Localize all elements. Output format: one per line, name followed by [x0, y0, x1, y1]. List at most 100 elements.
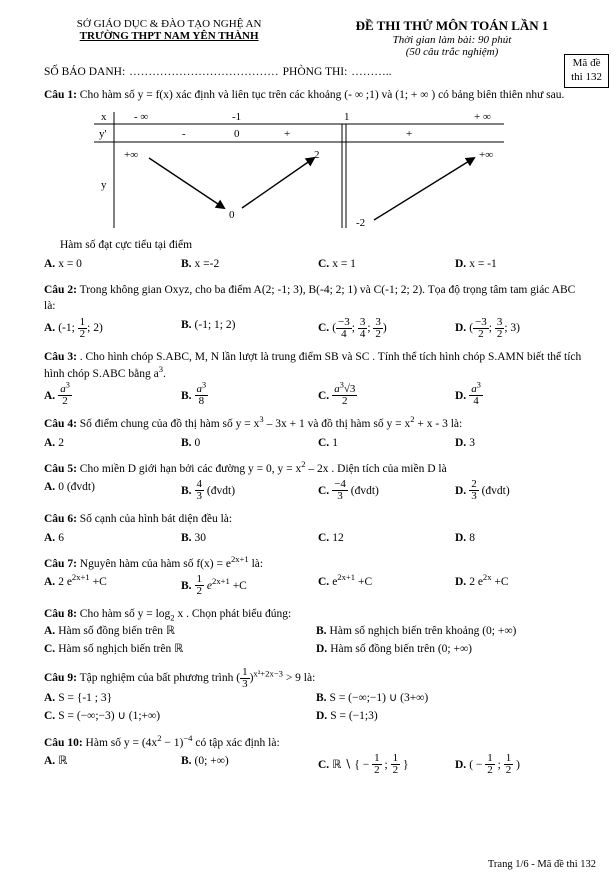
exam-page: SỞ GIÁO DỤC & ĐÀO TẠO NGHỆ AN TRƯỜNG THP… [0, 0, 616, 876]
svg-text:1: 1 [344, 111, 350, 123]
q4-A: 2 [58, 437, 64, 449]
question-10: Câu 10: Hàm số y = (4x2 − 1)−4 có tập xá… [44, 735, 588, 777]
q4-C: 1 [332, 437, 338, 449]
q3-D: a34 [469, 390, 483, 402]
svg-text:-2: -2 [356, 217, 365, 228]
exam-code-box: Mã đề thi 132 [564, 54, 609, 88]
q1-text: Cho hàm số y = f(x) xác định và liên tục… [77, 89, 564, 101]
phong-fill: ……….. [351, 66, 391, 78]
exam-title: ĐỀ THI THỬ MÔN TOÁN LẦN 1 [316, 18, 588, 34]
q6-B: 30 [195, 532, 207, 544]
dept-line: SỞ GIÁO DỤC & ĐÀO TẠO NGHỆ AN [44, 18, 294, 30]
q2-C: (−34; 34; 32) [332, 322, 387, 334]
variation-table: x y' y - ∞ -1 1 + ∞ - 0 + + +∞ 0 2 [74, 108, 588, 234]
svg-text:+: + [406, 128, 412, 140]
q5-C: −43 (đvdt) [332, 485, 379, 497]
q1-label: Câu 1: [44, 89, 77, 101]
q10-B: (0; +∞) [195, 755, 229, 767]
q10-C: ℝ ∖ { − 12 ; 12 } [332, 759, 408, 771]
header-left: SỞ GIÁO DỤC & ĐÀO TẠO NGHỆ AN TRƯỜNG THP… [44, 18, 294, 58]
candidate-row: SỐ BÁO DANH: ………………………………… PHÒNG THI: ……… [44, 66, 588, 78]
header: SỞ GIÁO DỤC & ĐÀO TẠO NGHỆ AN TRƯỜNG THP… [44, 18, 588, 58]
q3-C: a3√32 [332, 390, 357, 402]
q7-B: 12 e2x+1 +C [195, 580, 247, 592]
svg-text:0: 0 [234, 128, 240, 140]
exam-code-l2: thi 132 [571, 71, 602, 83]
q6-label: Câu 6: [44, 513, 77, 525]
question-3: Câu 3: . Cho hình chóp S.ABC, M, N lần l… [44, 349, 588, 407]
q2-A: (-1; 12; 2) [58, 322, 103, 334]
q7-text: Nguyên hàm của hàm số f(x) = e [77, 558, 231, 570]
q8-text: Cho hàm số y = log [77, 608, 170, 620]
question-8: Câu 8: Cho hàm số y = log2 x . Chọn phát… [44, 606, 588, 658]
svg-text:+ ∞: + ∞ [474, 111, 491, 123]
svg-text:-: - [182, 128, 186, 140]
q7-A: 2 e2x+1 +C [58, 576, 107, 588]
q7-label: Câu 7: [44, 558, 77, 570]
q2-B: (-1; 1; 2) [195, 319, 236, 331]
question-1: Câu 1: Cho hàm số y = f(x) xác định và l… [44, 87, 588, 273]
q9-text: Tập nghiệm của bất phương trình ( [77, 673, 240, 685]
q7-D: 2 e2x +C [469, 576, 508, 588]
q10-text: Hàm số y = (4x [83, 737, 158, 749]
q2-D: (−32; 32; 3) [469, 322, 520, 334]
q8-label: Câu 8: [44, 608, 77, 620]
q9-B: S = (−∞;−1) ∪ (3+∞) [330, 692, 429, 704]
q6-choices: A.6 B.30 C.12 D.8 [44, 530, 588, 547]
q1-choices: A.x = 0 B.x =-2 C.x = 1 D.x = -1 [44, 256, 588, 273]
sbd-fill: ………………………………… [129, 66, 279, 78]
exam-code-l1: Mã đề [573, 57, 601, 69]
page-footer: Trang 1/6 - Mã đề thi 132 [488, 859, 596, 870]
q5-D: 23 (đvdt) [469, 485, 509, 497]
q6-D: 8 [469, 532, 475, 544]
school-name: TRƯỜNG THPT NAM YÊN THÀNH [44, 30, 294, 42]
svg-text:x: x [101, 111, 107, 123]
q9-C: S = (−∞;−3) ∪ (1;+∞) [58, 710, 160, 722]
q8-C: Hàm số nghịch biến trên ℝ [58, 643, 183, 655]
q10-label: Câu 10: [44, 737, 83, 749]
q3-text: . Cho hình chóp S.ABC, M, N lần lượt là … [44, 351, 581, 380]
q7-choices: A.2 e2x+1 +C B.12 e2x+1 +C C.e2x+1 +C D.… [44, 574, 588, 597]
question-2: Câu 2: Trong không gian Oxyz, cho ba điể… [44, 282, 588, 340]
sbd-label: SỐ BÁO DANH: [44, 66, 125, 78]
q10-choices: A.ℝ B.(0; +∞) C.ℝ ∖ { − 12 ; 12 } D.( − … [44, 753, 588, 776]
q4-choices: A.2 B.0 C.1 D.3 [44, 435, 588, 452]
q5-text: Cho miền D giới hạn bởi các đường y = 0,… [77, 463, 301, 475]
svg-text:+: + [284, 128, 290, 140]
q1-sub: Hàm số đạt cực tiểu tại điểm [60, 237, 588, 254]
q10-D: ( − 12 ; 12 ) [469, 759, 520, 771]
q4-text: Số điểm chung của đồ thị hàm số y = x [77, 418, 259, 430]
svg-text:0: 0 [229, 209, 235, 221]
q1-C: x = 1 [332, 258, 356, 270]
q8-A: Hàm số đồng biến trên ℝ [58, 625, 175, 637]
svg-text:+∞: +∞ [479, 149, 493, 161]
q4-label: Câu 4: [44, 418, 77, 430]
q4-B: 0 [195, 437, 201, 449]
question-4: Câu 4: Số điểm chung của đồ thị hàm số y… [44, 416, 588, 451]
svg-text:y: y [101, 179, 107, 191]
q5-label: Câu 5: [44, 463, 77, 475]
q10-A: ℝ [58, 755, 67, 767]
q8-B: Hàm số nghịch biến trên khoảng (0; +∞) [330, 625, 517, 637]
exam-time: Thời gian làm bài: 90 phút [316, 34, 588, 46]
q1-D: x = -1 [469, 258, 497, 270]
q4-D: 3 [469, 437, 475, 449]
svg-text:- ∞: - ∞ [134, 111, 148, 123]
q1-B: x =-2 [195, 258, 220, 270]
q8-D: Hàm số đồng biến trên (0; +∞) [330, 643, 472, 655]
phong-label: PHÒNG THI: [283, 66, 348, 78]
q3-A: a32 [58, 390, 72, 402]
question-5: Câu 5: Cho miền D giới hạn bởi các đường… [44, 461, 588, 503]
q9-A: S = {-1 ; 3} [58, 692, 112, 704]
q6-text: Số cạnh của hình bát diện đều là: [77, 513, 232, 525]
svg-text:y': y' [99, 128, 107, 140]
question-6: Câu 6: Số cạnh của hình bát diện đều là:… [44, 511, 588, 546]
q5-choices: A.0 (đvdt) B.43 (đvdt) C.−43 (đvdt) D.23… [44, 479, 588, 502]
q3-choices: A.a32 B.a38 C.a3√32 D.a34 [44, 384, 588, 407]
q9-label: Câu 9: [44, 673, 77, 685]
svg-text:-1: -1 [232, 111, 241, 123]
q6-C: 12 [332, 532, 344, 544]
q5-B: 43 (đvdt) [195, 485, 235, 497]
q2-text: Trong không gian Oxyz, cho ba điểm A(2; … [44, 284, 575, 313]
question-9: Câu 9: Tập nghiệm của bất phương trình (… [44, 667, 588, 725]
